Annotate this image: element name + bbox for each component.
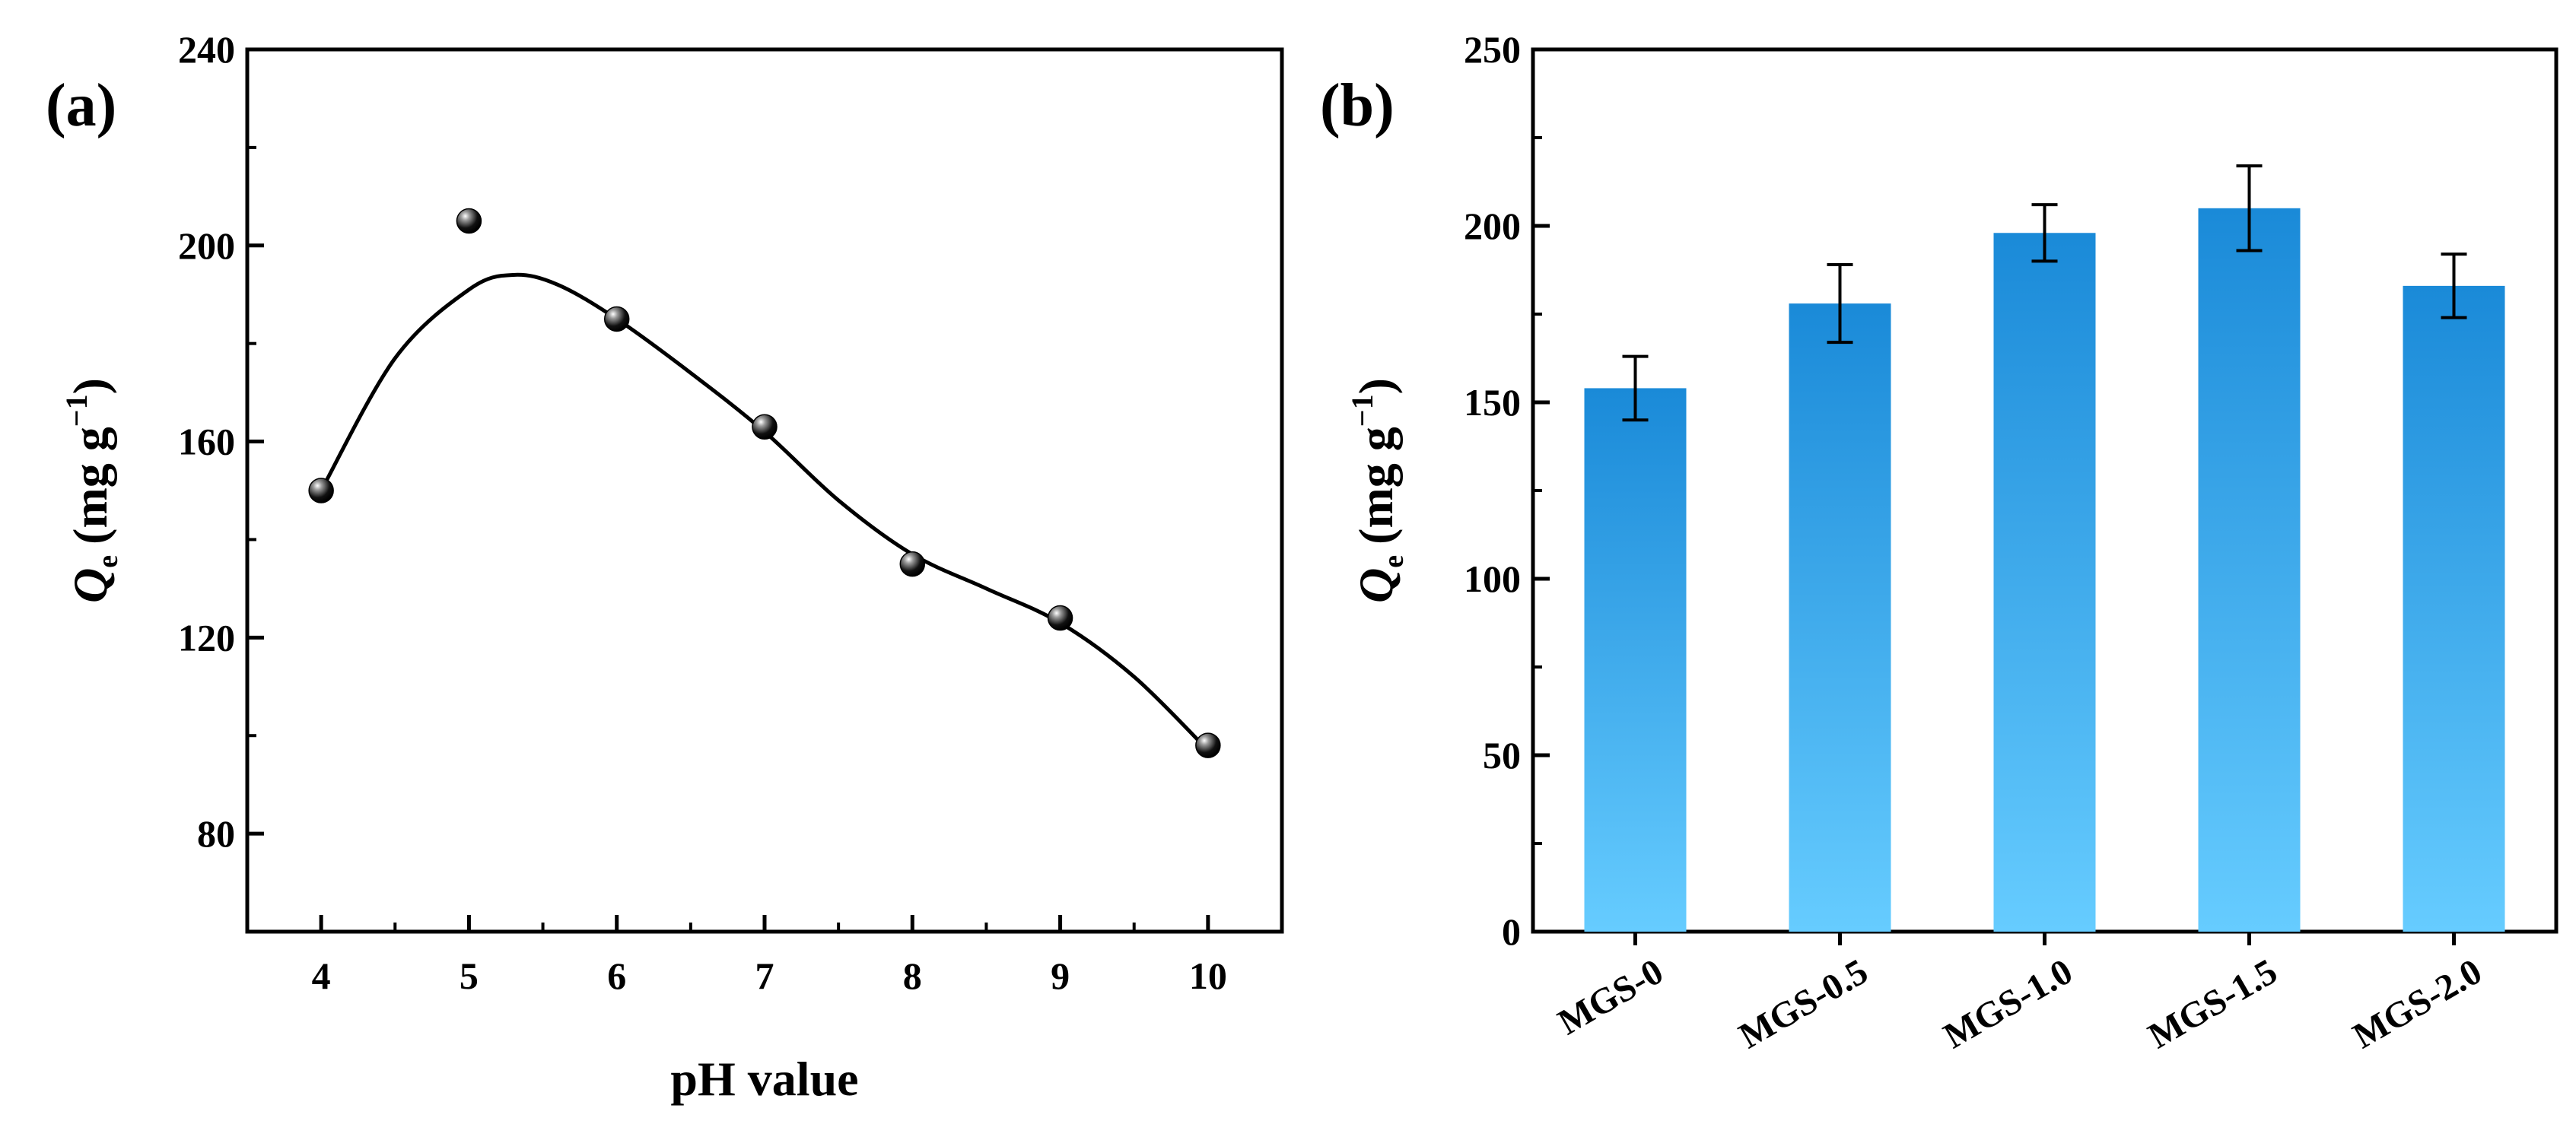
- panel-b-label: (b): [1320, 72, 1395, 139]
- panel-a-fit-curve: [319, 272, 1210, 752]
- y-tick-label: 100: [1464, 557, 1521, 600]
- panel-a-y-title-sub: e: [92, 555, 124, 568]
- x-tick-label: 9: [1051, 954, 1070, 997]
- panel-b-y-title: Qe (mg g−1): [1345, 378, 1410, 603]
- y-tick-label: 240: [178, 28, 235, 71]
- panel-a-frame: [245, 47, 1284, 934]
- x-category-label: MGS-1.5: [2142, 951, 2284, 1057]
- panel-a-x-axis: 4 5 6 7 8 9 10: [246, 915, 1283, 997]
- panel-a-y-title-main: Q: [63, 568, 117, 603]
- x-tick-label: 4: [312, 954, 331, 997]
- data-point: [603, 306, 630, 332]
- x-tick-label: 10: [1189, 954, 1227, 997]
- y-tick-label: 50: [1483, 734, 1521, 777]
- bar: [1993, 233, 2096, 932]
- y-tick-label: 200: [178, 224, 235, 267]
- y-tick-label: 150: [1464, 381, 1521, 424]
- panel-b-bars: [1584, 164, 2505, 932]
- y-tick-label: 250: [1464, 28, 1521, 71]
- panel-b-y-title-sub: e: [1378, 555, 1410, 568]
- x-category-label: MGS-2.0: [2346, 951, 2489, 1057]
- panel-a-y-title-unit: (mg g: [63, 427, 117, 545]
- data-point: [308, 478, 334, 503]
- y-tick-label: 0: [1502, 910, 1521, 953]
- x-tick-label: 7: [755, 954, 774, 997]
- panel-a-y-axis: 80 120 160 200 240: [178, 28, 264, 855]
- x-tick-label: 6: [607, 954, 626, 997]
- panel-b-y-title-main: Q: [1349, 568, 1403, 603]
- y-tick-label: 200: [1464, 205, 1521, 247]
- x-category-label: MGS-1.0: [1937, 951, 2079, 1057]
- x-tick-label: 8: [903, 954, 922, 997]
- panel-b-y-title-exp: −1: [1345, 394, 1379, 427]
- panel-a: (a) 80 120 160 200 240 4 5 6 7 8 9 10 pH value Qe (…: [46, 28, 1284, 1106]
- bar: [1584, 388, 1687, 932]
- panel-a-points: [308, 208, 1221, 758]
- panel-a-label: (a): [46, 72, 116, 139]
- panel-b-y-axis: 0 50 100 150 200 250: [1464, 28, 1550, 953]
- panel-a-y-title: Qe (mg g−1): [59, 378, 124, 603]
- panel-b-y-title-close: ): [1349, 378, 1403, 394]
- data-point: [899, 551, 926, 577]
- y-tick-label: 160: [178, 421, 235, 463]
- data-point: [456, 208, 482, 234]
- data-point: [1195, 732, 1221, 758]
- panel-a-x-title: pH value: [670, 1052, 858, 1106]
- x-tick-label: 5: [460, 954, 479, 997]
- panel-b-y-title-unit: (mg g: [1349, 427, 1403, 545]
- panel-b-x-axis: MGS-0 MGS-0.5 MGS-1.0 MGS-1.5 MGS-2.0: [1551, 932, 2489, 1056]
- bar: [2403, 285, 2505, 932]
- x-category-label: MGS-0: [1551, 951, 1670, 1043]
- x-category-label: MGS-0.5: [1732, 951, 1875, 1057]
- panel-a-y-title-close: ): [63, 378, 117, 394]
- bar: [1789, 303, 1891, 932]
- data-point: [752, 414, 778, 440]
- data-point: [1047, 605, 1073, 631]
- bar: [2198, 208, 2301, 932]
- y-tick-label: 120: [178, 616, 235, 659]
- y-tick-label: 80: [197, 812, 235, 855]
- panel-a-y-title-exp: −1: [59, 394, 94, 427]
